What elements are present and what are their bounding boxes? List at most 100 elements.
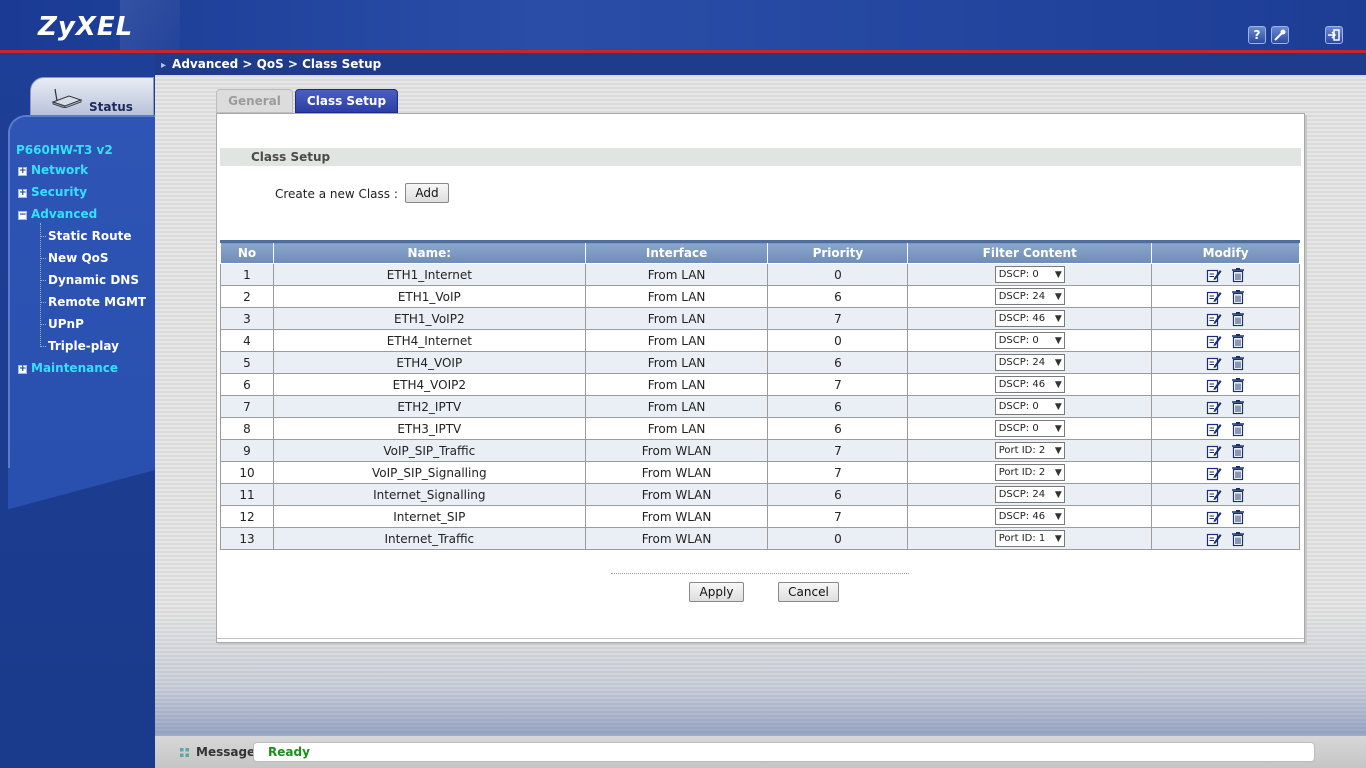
sidebar-item-new-qos[interactable]: New QoS [48,251,109,265]
delete-trash-icon[interactable] [1230,465,1246,481]
filter-content-select[interactable]: DSCP: 0 ▼ [994,398,1065,415]
nav-maintenance[interactable]: + Maintenance [18,361,118,375]
delete-trash-icon[interactable] [1230,377,1246,393]
cell-filter-content: DSCP: 46 ▼ [907,373,1153,396]
collapse-minus-icon[interactable]: − [18,210,27,220]
sidebar-item-remote-mgmt[interactable]: Remote MGMT [48,295,147,309]
tab-general[interactable]: General [216,89,293,113]
edit-icon[interactable] [1206,355,1222,371]
edit-icon[interactable] [1206,509,1222,525]
main-content: ▸ Advanced > QoS > Class Setup General Cl… [155,53,1366,735]
cell-name: VoIP_SIP_Traffic [272,439,586,462]
expand-plus-icon[interactable]: + [18,364,27,374]
edit-icon[interactable] [1206,465,1222,481]
edit-icon[interactable] [1206,289,1222,305]
filter-content-select[interactable]: Port ID: 2 ▼ [994,442,1065,459]
table-row: 2 ETH1_VoIP From LAN 6 DSCP: 24 ▼ [220,285,1300,308]
filter-content-select[interactable]: DSCP: 0 ▼ [994,332,1065,349]
delete-trash-icon[interactable] [1230,531,1246,547]
add-class-button[interactable]: Add [405,183,449,203]
panel-bottom-border [217,638,1304,639]
tree-branch [40,236,46,237]
delete-trash-icon[interactable] [1230,421,1246,437]
filter-content-select[interactable]: Port ID: 2 ▼ [994,464,1065,481]
delete-trash-icon[interactable] [1230,289,1246,305]
cell-filter-content: DSCP: 24 ▼ [907,351,1153,374]
cell-filter-content: DSCP: 0 ▼ [907,329,1153,352]
nav-advanced-label: Advanced [31,207,98,221]
sidebar-item-dynamic-dns[interactable]: Dynamic DNS [48,273,139,287]
wizard-icon[interactable] [1271,26,1289,44]
delete-trash-icon[interactable] [1230,333,1246,349]
edit-icon[interactable] [1206,487,1222,503]
filter-content-select[interactable]: DSCP: 24 ▼ [994,354,1065,371]
tree-branch [40,280,46,281]
expand-plus-icon[interactable]: + [18,188,27,198]
col-header-modify: Modify [1151,240,1300,264]
nav-security[interactable]: + Security [18,185,87,199]
cell-no: 8 [220,417,274,440]
filter-content-select[interactable]: DSCP: 0 ▼ [994,420,1065,437]
chevron-down-icon: ▼ [1054,270,1062,280]
delete-trash-icon[interactable] [1230,355,1246,371]
cell-name: Internet_Traffic [272,527,586,550]
header-red-stripe [0,50,1366,53]
nav-advanced[interactable]: − Advanced [18,207,97,221]
col-header-priority: Priority [767,240,909,264]
cell-no: 13 [220,527,274,550]
breadcrumb: ▸ Advanced > QoS > Class Setup [161,57,381,71]
table-row: 6 ETH4_VOIP2 From LAN 7 DSCP: 46 ▼ [220,373,1300,396]
filter-content-value: DSCP: 24 [998,489,1046,500]
filter-content-value: DSCP: 0 [998,401,1039,412]
help-icon[interactable]: ? [1248,26,1266,44]
table-row: 10 VoIP_SIP_Signalling From WLAN 7 Port ID: … [220,461,1300,484]
filter-content-select[interactable]: DSCP: 46 ▼ [994,508,1065,525]
table-row: 5 ETH4_VOIP From LAN 6 DSCP: 24 ▼ [220,351,1300,374]
delete-trash-icon[interactable] [1230,509,1246,525]
delete-trash-icon[interactable] [1230,267,1246,283]
cell-filter-content: DSCP: 46 ▼ [907,505,1153,528]
filter-content-select[interactable]: Port ID: 1 ▼ [994,530,1065,547]
chevron-down-icon: ▼ [1054,534,1062,544]
edit-icon[interactable] [1206,443,1222,459]
apply-button[interactable]: Apply [689,582,744,602]
delete-trash-icon[interactable] [1230,399,1246,415]
filter-content-select[interactable]: DSCP: 46 ▼ [994,376,1065,393]
sidebar-item-triple-play[interactable]: Triple-play [48,339,119,353]
edit-icon[interactable] [1206,421,1222,437]
cell-modify [1151,351,1300,374]
expand-plus-icon[interactable]: + [18,166,27,176]
filter-content-select[interactable]: DSCP: 24 ▼ [994,486,1065,503]
cancel-button[interactable]: Cancel [778,582,839,602]
edit-icon[interactable] [1206,311,1222,327]
logout-icon[interactable] [1325,26,1343,44]
edit-icon[interactable] [1206,399,1222,415]
cell-no: 4 [220,329,274,352]
chevron-down-icon: ▼ [1054,424,1062,434]
filter-content-select[interactable]: DSCP: 46 ▼ [994,310,1065,327]
delete-trash-icon[interactable] [1230,443,1246,459]
chevron-down-icon: ▼ [1054,468,1062,478]
delete-trash-icon[interactable] [1230,311,1246,327]
tree-line [40,223,41,347]
filter-content-value: DSCP: 0 [998,269,1039,280]
sidebar-item-static-route[interactable]: Static Route [48,229,132,243]
table-row: 11 Internet_Signalling From WLAN 6 DSCP: 24 ▼ [220,483,1300,506]
table-header-row: No Name: Interface Priority Filter Conte… [220,240,1300,264]
filter-content-value: Port ID: 2 [998,445,1046,456]
filter-content-select[interactable]: DSCP: 0 ▼ [994,266,1065,283]
tab-class-setup[interactable]: Class Setup [295,89,398,113]
filter-content-select[interactable]: DSCP: 24 ▼ [994,288,1065,305]
edit-icon[interactable] [1206,333,1222,349]
cell-modify [1151,373,1300,396]
filter-content-value: DSCP: 46 [998,313,1046,324]
nav-network[interactable]: + Network [18,163,88,177]
chevron-down-icon: ▼ [1054,336,1062,346]
sidebar-item-upnp[interactable]: UPnP [48,317,84,331]
edit-icon[interactable] [1206,267,1222,283]
cell-no: 9 [220,439,274,462]
edit-icon[interactable] [1206,531,1222,547]
delete-trash-icon[interactable] [1230,487,1246,503]
zyxel-logo: ZyXEL [38,12,134,42]
edit-icon[interactable] [1206,377,1222,393]
